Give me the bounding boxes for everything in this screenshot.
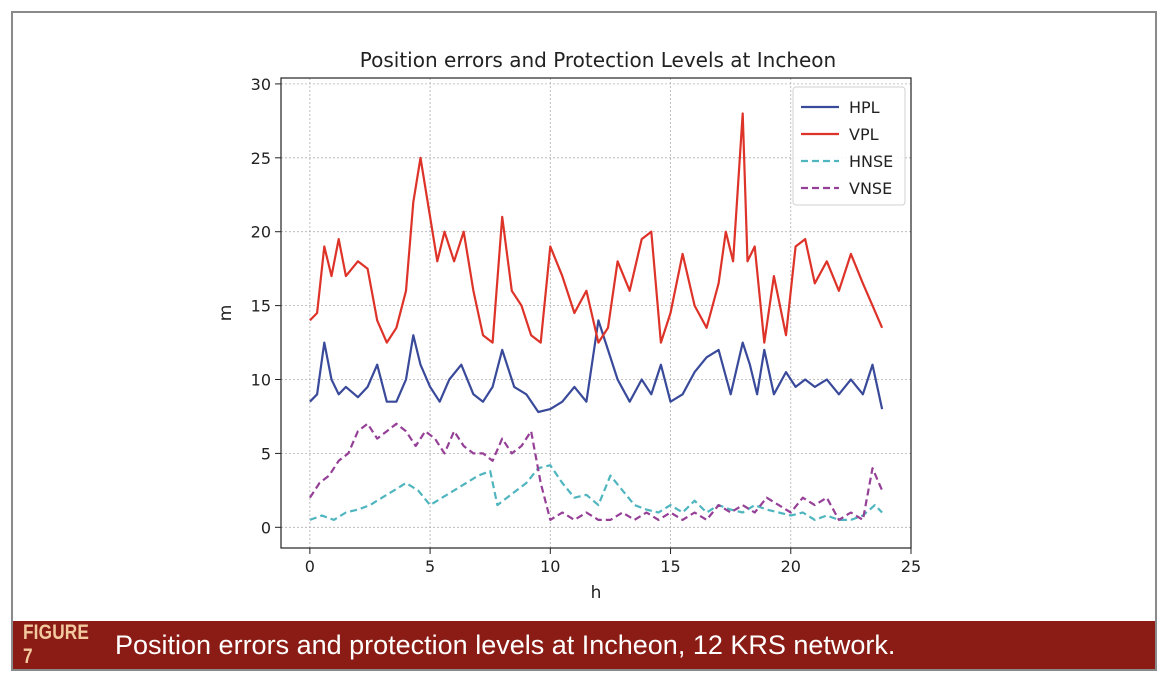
line-chart: Position errors and Protection Levels at… (216, 48, 922, 603)
y-tick-label: 10 (251, 371, 271, 390)
figure-caption-text: Position errors and protection levels at… (115, 629, 896, 660)
legend-box (792, 86, 906, 206)
figure-number-label: FIGURE 7 (23, 621, 90, 668)
legend-label: VNSE (849, 179, 892, 198)
ticks: 0 5 10 15 20 25 0 5 10 15 20 25 30 (251, 75, 922, 576)
legend: HPL VPL HNSE VNSE (792, 86, 906, 206)
legend-label: VPL (849, 125, 879, 144)
y-tick-label: 20 (251, 223, 271, 242)
x-tick-label: 20 (781, 557, 801, 576)
legend-label: HNSE (849, 152, 893, 171)
legend-label: HPL (849, 98, 880, 117)
x-tick-label: 10 (540, 557, 560, 576)
y-tick-label: 5 (261, 444, 271, 463)
series-line-hnse (309, 464, 883, 521)
plot-area: Position errors and Protection Levels at… (13, 13, 1155, 621)
y-tick-label: 15 (251, 297, 271, 316)
series-line-vnse (308, 422, 884, 521)
x-tick-label: 15 (660, 557, 680, 576)
x-tick-label: 25 (901, 557, 921, 576)
caption-bar: FIGURE 7 Position errors and protection … (13, 621, 1155, 669)
figure-frame: Position errors and Protection Levels at… (11, 11, 1157, 671)
y-tick-label: 0 (261, 518, 271, 537)
x-tick-label: 0 (305, 557, 315, 576)
series-line-vpl (309, 112, 884, 344)
y-tick-label: 25 (251, 149, 271, 168)
chart-title: Position errors and Protection Levels at… (360, 48, 836, 72)
series-line-hpl (309, 319, 884, 414)
x-tick-label: 5 (425, 557, 435, 576)
series-layer (308, 112, 884, 521)
y-axis-label: m (216, 305, 236, 322)
axes-box (280, 77, 912, 549)
x-axis-label: h (591, 583, 602, 603)
y-tick-label: 30 (251, 75, 271, 94)
